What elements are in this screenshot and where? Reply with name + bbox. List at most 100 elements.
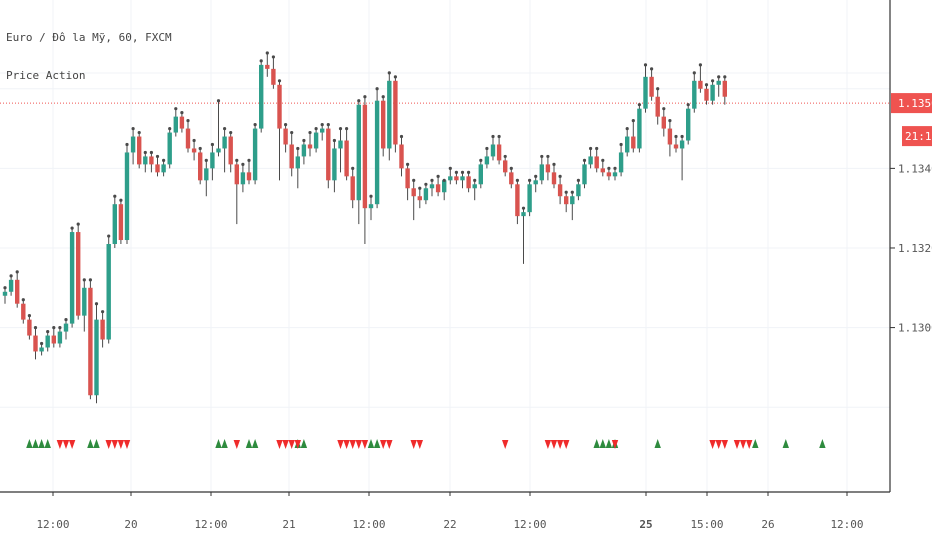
- indicator-legend[interactable]: Price Action: [6, 69, 86, 82]
- candle-high-dot: [442, 178, 446, 182]
- candle-up: [533, 180, 538, 185]
- candle-high-dot: [155, 154, 160, 159]
- candle-high-dot: [229, 130, 233, 135]
- candle-high-dot: [595, 146, 599, 151]
- candle-down: [564, 196, 569, 205]
- candle-down: [289, 144, 294, 169]
- candle-high-dot: [698, 63, 703, 67]
- signal-down-marker: [343, 440, 350, 449]
- signal-up-marker: [752, 439, 759, 448]
- candle-high-dot: [162, 158, 166, 163]
- signal-up-marker: [32, 439, 39, 448]
- candle-down: [350, 176, 355, 201]
- signal-down-marker: [709, 440, 716, 449]
- candle-high-dot: [570, 190, 574, 194]
- candle-high-dot: [558, 174, 562, 178]
- candle-high-dot: [491, 134, 495, 139]
- candle-high-dot: [637, 103, 642, 107]
- candle-high-dot: [497, 134, 501, 139]
- candle-down: [155, 164, 160, 173]
- candle-high-dot: [393, 75, 397, 79]
- signal-down-marker: [62, 440, 70, 449]
- candle-high-dot: [509, 166, 513, 170]
- candle-down: [326, 128, 331, 181]
- candle-high-dot: [674, 134, 678, 139]
- signal-down-marker: [282, 440, 289, 449]
- candle-down: [191, 148, 197, 153]
- candle-up: [295, 156, 300, 169]
- candle-high-dot: [448, 166, 452, 170]
- candle-high-dot: [546, 154, 550, 159]
- candle-high-dot: [473, 178, 477, 182]
- signal-up-marker: [367, 439, 375, 448]
- candle-high-dot: [33, 325, 38, 330]
- candle-high-dot: [381, 95, 385, 99]
- signal-down-marker: [739, 440, 747, 449]
- candle-down: [21, 303, 26, 320]
- signal-up-marker: [654, 439, 661, 448]
- candle-high-dot: [515, 178, 520, 182]
- signal-down-marker: [117, 440, 125, 449]
- candle-up: [484, 156, 490, 165]
- candle-high-dot: [186, 119, 190, 123]
- candle-up: [643, 76, 648, 109]
- candle-high-dot: [168, 126, 172, 131]
- candle-high-dot: [631, 119, 635, 123]
- candle-down: [27, 319, 32, 336]
- candle-high-dot: [290, 130, 294, 135]
- candle-up: [521, 212, 526, 217]
- candle-down: [307, 144, 313, 149]
- signal-down-marker: [563, 440, 570, 449]
- candle-down: [551, 172, 557, 185]
- candle-up: [320, 128, 325, 133]
- signal-down-marker: [746, 440, 753, 449]
- signal-up-marker: [221, 439, 228, 448]
- candle-down: [381, 100, 386, 149]
- signal-up-marker: [819, 439, 826, 448]
- signal-down-marker: [550, 440, 558, 449]
- candle-high-dot: [9, 274, 13, 278]
- signal-up-marker: [93, 439, 100, 448]
- candle-up: [222, 136, 227, 149]
- candle-high-dot: [589, 146, 593, 151]
- signal-down-marker: [410, 440, 417, 449]
- candle-up: [313, 132, 319, 149]
- candle-high-dot: [216, 99, 221, 103]
- candle-up: [625, 136, 630, 153]
- candle-up: [612, 172, 618, 177]
- candle-down: [509, 172, 514, 185]
- candle-up: [368, 204, 374, 209]
- symbol-legend[interactable]: Euro / Đô la Mỹ, 60, FXCM: [6, 31, 172, 44]
- candle-high-dot: [656, 87, 660, 91]
- candle-up: [210, 152, 215, 169]
- candle-high-dot: [717, 75, 721, 79]
- candle-high-dot: [369, 194, 373, 198]
- candle-high-dot: [692, 71, 696, 75]
- candle-down: [344, 140, 349, 177]
- candle-down: [33, 335, 38, 352]
- candle-high-dot: [723, 75, 727, 79]
- candle-high-dot: [192, 138, 196, 143]
- candle-high-dot: [284, 122, 288, 127]
- y-tick-label: 1.13000: [898, 322, 932, 335]
- signal-down-marker: [386, 440, 393, 449]
- x-tick-label: 12:00: [36, 518, 69, 531]
- candle-up: [216, 148, 221, 153]
- signal-down-marker: [416, 440, 423, 449]
- signal-down-marker: [337, 440, 344, 449]
- candle-down: [594, 156, 599, 169]
- candle-high-dot: [338, 126, 343, 131]
- candle-high-dot: [94, 302, 99, 306]
- candle-high-dot: [210, 142, 214, 147]
- candle-high-dot: [46, 329, 50, 334]
- candle-up: [588, 156, 593, 165]
- candle-down: [271, 68, 276, 85]
- candle-high-dot: [704, 83, 709, 87]
- candle-up: [69, 232, 75, 324]
- candle-high-dot: [528, 178, 532, 182]
- candle-up: [387, 80, 392, 149]
- signal-down-marker: [544, 440, 552, 449]
- signal-up-marker: [38, 439, 45, 448]
